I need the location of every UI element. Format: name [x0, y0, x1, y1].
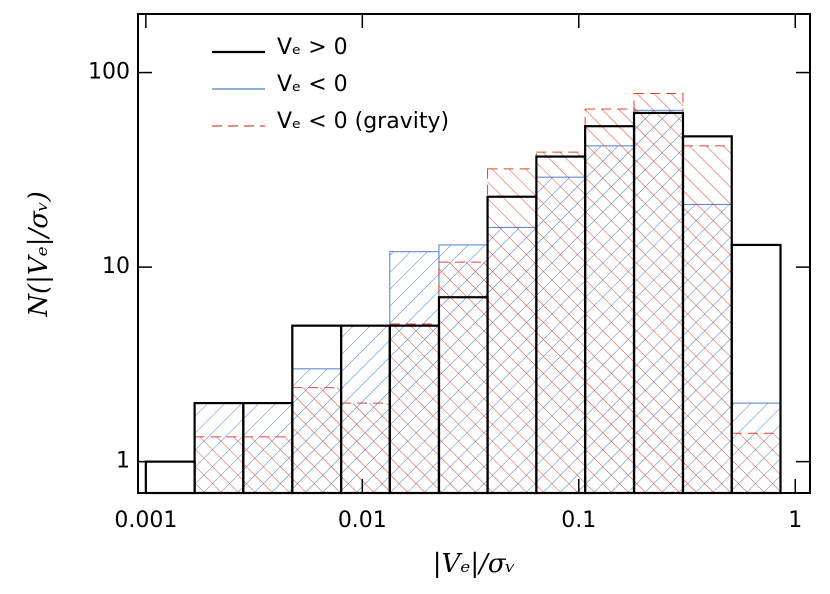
histogram-bar [487, 168, 537, 494]
histogram-bar [242, 436, 293, 494]
histogram-bar [291, 387, 342, 494]
legend-label: Vₑ < 0 (gravity) [277, 109, 449, 134]
y-tick-label: 1 [116, 449, 130, 474]
plot-frame [137, 13, 811, 494]
histogram-bar [633, 93, 684, 494]
x-tick-label: 0.01 [338, 508, 387, 533]
histogram-bar [682, 145, 733, 494]
histogram-bar [438, 261, 489, 494]
histogram-bar [535, 151, 586, 494]
y-tick-label: 10 [102, 254, 130, 279]
y-tick-label: 100 [88, 60, 130, 85]
histogram-bar [389, 323, 440, 494]
histogram-bar [731, 432, 782, 494]
x-tick-label: 0.001 [114, 508, 177, 533]
legend-label: Vₑ < 0 [277, 72, 348, 97]
x-axis-label: |Vₑ|/σᵥ [433, 549, 516, 579]
x-tick-label: 1 [788, 508, 802, 533]
histogram-bar [194, 436, 244, 494]
legend-label: Vₑ > 0 [277, 35, 348, 60]
x-tick-label: 0.1 [561, 508, 596, 533]
histogram-bar [340, 402, 391, 494]
y-axis-label: N(|Vₑ|/σᵥ) [24, 191, 54, 318]
histogram-bar [144, 460, 196, 495]
plot-area [144, 93, 782, 495]
histogram-bar [584, 108, 635, 494]
